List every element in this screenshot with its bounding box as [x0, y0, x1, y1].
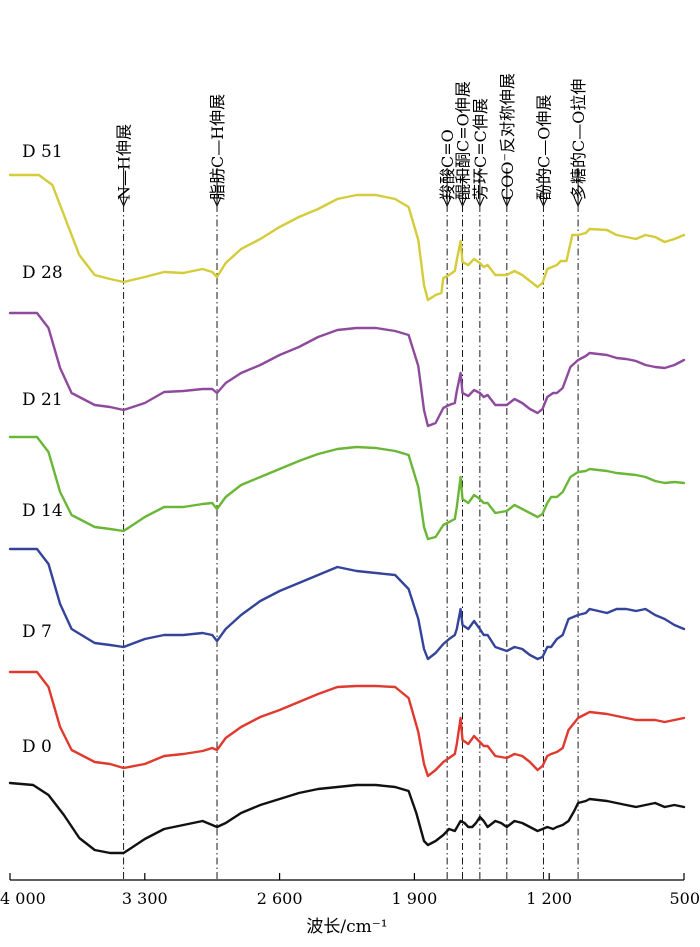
arrow-head	[502, 196, 512, 208]
x-tick-label: 2 600	[257, 889, 303, 908]
arrow-head	[538, 196, 548, 208]
annotation-label: 醌和酮C=O伸展	[454, 81, 473, 200]
curve-label: D 21	[22, 390, 63, 410]
arrow-head	[458, 196, 467, 208]
annotation-label: 酚的C—O伸展	[534, 95, 553, 200]
curve-label: D 28	[22, 263, 63, 283]
x-axis-label: 波长/cm⁻¹	[306, 917, 387, 937]
annotation-label: 羧酸C=O	[438, 129, 457, 200]
annotation-label: 脂肪C—H伸展	[208, 94, 227, 200]
curve-label: D 14	[22, 501, 63, 521]
arrow-head	[119, 196, 129, 208]
annotation-label: 多糖的C—O拉伸	[569, 79, 588, 200]
x-tick-label: 3 300	[122, 889, 168, 908]
arrow-head	[573, 196, 583, 208]
series-line	[8, 173, 686, 302]
arrow-head	[442, 196, 452, 208]
annotation-label: N—H伸展	[115, 124, 134, 200]
series-line	[8, 670, 686, 778]
annotation-label: COO⁻反对称伸展	[498, 73, 517, 200]
annotation-guides	[123, 205, 579, 880]
curve-label: D 51	[22, 142, 63, 162]
spectra-series	[8, 173, 686, 855]
x-tick-label: 1 200	[526, 889, 572, 908]
series-line	[8, 547, 686, 661]
x-ticks: 4 000 3 300 2 600 1 900 1 200 500	[0, 873, 700, 908]
x-tick-label: 500	[669, 889, 700, 908]
annotation-label: 芳环C=C伸展	[471, 98, 490, 200]
arrow-head	[212, 196, 222, 208]
curve-label: D 0	[22, 737, 52, 757]
curve-label: D 7	[22, 622, 52, 642]
curve-labels: D 51 D 28 D 21 D 14 D 7 D 0	[22, 142, 63, 757]
series-line	[8, 311, 686, 428]
series-line	[8, 781, 686, 855]
x-tick-label: 1 900	[391, 889, 437, 908]
arrow-head	[475, 196, 485, 208]
x-tick-label: 4 000	[0, 889, 46, 908]
series-line	[8, 435, 686, 541]
